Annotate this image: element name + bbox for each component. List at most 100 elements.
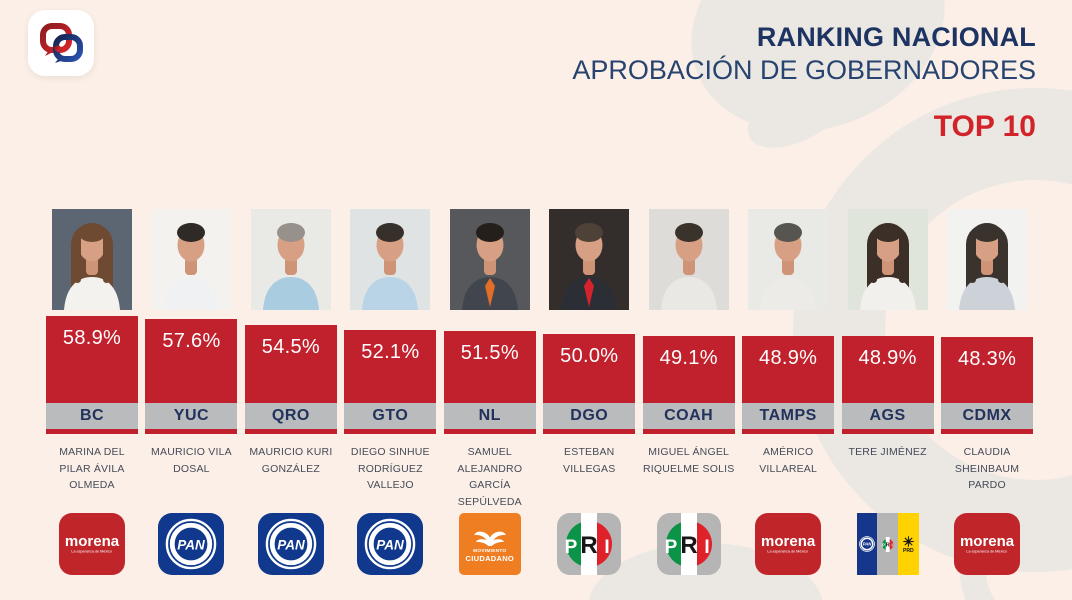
approval-value: 48.9% <box>759 347 818 369</box>
prd-sun-icon <box>903 535 914 547</box>
coalition-pan-stripe: PAN <box>856 513 878 575</box>
svg-text:PAN: PAN <box>277 537 305 552</box>
governor-photo <box>748 209 829 310</box>
state-band: CDMX <box>941 403 1034 429</box>
pan-logo: PAN <box>357 513 424 575</box>
state-label: COAH <box>664 407 714 424</box>
state-label: DGO <box>570 407 609 424</box>
state-label: QRO <box>271 407 310 424</box>
approval-value: 52.1% <box>361 341 420 363</box>
page-title: RANKING NACIONAL <box>756 22 1036 52</box>
state-band: AGS <box>841 403 934 429</box>
movimiento-ciudadano-logo: MOVIMIENTO CIUDADANO <box>458 513 521 575</box>
svg-text:I: I <box>605 537 610 558</box>
title-block: RANKING NACIONAL APROBACIÓN DE GOBERNADO… <box>572 22 1036 144</box>
morena-logo: morena La esperanza de México <box>59 513 125 575</box>
pan-emblem: PAN <box>265 518 317 570</box>
state-label: NL <box>478 407 501 424</box>
state-label: YUC <box>173 407 210 424</box>
morena-logo: morena La esperanza de México <box>755 513 822 575</box>
approval-value: 51.5% <box>460 342 519 364</box>
top10-badge: TOP 10 <box>933 110 1036 143</box>
governor-name: SAMUEL ALEJANDRO GARCÍA SEPÚLVEDA <box>457 446 523 508</box>
svg-text:P: P <box>565 537 578 558</box>
approval-bar: 48.9% TAMPS <box>742 336 835 434</box>
portrait-placeholder <box>350 209 431 310</box>
state-label: BC <box>79 407 105 424</box>
approval-bar: 52.1% GTO <box>344 330 437 434</box>
chat-bubbles-icon <box>40 23 83 63</box>
party-logo-slot: morena La esperanza de México <box>739 513 838 575</box>
morena-tagline: La esperanza de México <box>767 549 809 554</box>
governor-photo <box>947 209 1028 310</box>
pollster-logo <box>28 10 94 76</box>
morena-tagline: La esperanza de México <box>71 549 113 554</box>
portrait-placeholder <box>947 209 1028 310</box>
pan-emblem: PAN <box>365 518 416 570</box>
prd-label: PRD <box>902 547 914 554</box>
portrait-placeholder <box>648 209 729 310</box>
governor-column: 51.5% NL SAMUEL ALEJANDRO GARCÍA SEPÚLVE… <box>440 0 539 600</box>
governor-photo <box>549 209 630 310</box>
svg-text:I: I <box>891 542 892 547</box>
mc-eagle-icon <box>473 531 506 546</box>
state-band: COAH <box>642 403 735 429</box>
governor-photo <box>449 209 530 310</box>
party-logo-slot: PAN <box>341 513 440 575</box>
party-logo-slot: MOVIMIENTO CIUDADANO <box>440 513 539 575</box>
morena-wordmark: morena <box>64 532 120 550</box>
svg-text:P: P <box>664 537 677 558</box>
state-label: AGS <box>869 407 906 424</box>
portrait-placeholder <box>847 209 928 310</box>
state-band: DGO <box>543 403 636 429</box>
approval-bar: 51.5% NL <box>443 331 536 434</box>
svg-text:R: R <box>581 532 598 559</box>
approval-value: 48.3% <box>957 348 1017 370</box>
party-logo-slot: PAN <box>142 513 241 575</box>
governor-name: MAURICIO KURI GONZÁLEZ <box>249 446 333 475</box>
portrait-placeholder <box>549 209 630 310</box>
governor-photo <box>250 209 331 310</box>
approval-bar: 48.3% CDMX <box>941 337 1034 434</box>
approval-value: 48.9% <box>858 347 917 369</box>
state-band: QRO <box>244 403 337 429</box>
approval-bar: 50.0% DGO <box>543 334 636 434</box>
state-band: NL <box>443 403 536 429</box>
svg-text:I: I <box>704 537 709 558</box>
governor-photo <box>648 209 729 310</box>
governor-photo <box>847 209 928 310</box>
state-band: YUC <box>145 403 238 429</box>
approval-bar: 48.9% AGS <box>841 336 934 434</box>
party-logo-slot: morena La esperanza de México <box>938 513 1037 575</box>
portrait-placeholder <box>151 209 232 310</box>
governor-photo <box>52 209 132 310</box>
governor-name: AMÉRICO VILLAREAL <box>759 446 818 475</box>
state-label: GTO <box>372 407 409 424</box>
portrait-placeholder <box>449 209 530 310</box>
svg-text:R: R <box>680 532 697 559</box>
governor-name: CLAUDIA SHEINBAUM PARDO <box>954 446 1020 491</box>
governor-name: MAURICIO VILA DOSAL <box>151 446 232 475</box>
governor-photo <box>350 209 431 310</box>
svg-text:P: P <box>882 542 885 547</box>
pan-pri-prd-coalition-logo: PAN P R I PRD <box>856 513 919 575</box>
governor-name: ESTEBAN VILLEGAS <box>563 446 616 475</box>
party-logo-slot: morena La esperanza de México <box>43 513 142 575</box>
state-band: BC <box>46 403 138 429</box>
party-logo-slot: PAN P R I PRD <box>838 513 937 575</box>
morena-logo: morena La esperanza de México <box>954 513 1021 575</box>
morena-tagline: La esperanza de México <box>966 549 1008 554</box>
approval-value: 50.0% <box>560 345 619 367</box>
pan-emblem: PAN <box>166 518 217 570</box>
portrait-placeholder <box>52 209 132 310</box>
governor-column: 57.6% YUC MAURICIO VILA DOSAL PAN <box>142 0 241 600</box>
governor-name: MARINA DEL PILAR ÁVILA OLMEDA <box>59 446 125 491</box>
